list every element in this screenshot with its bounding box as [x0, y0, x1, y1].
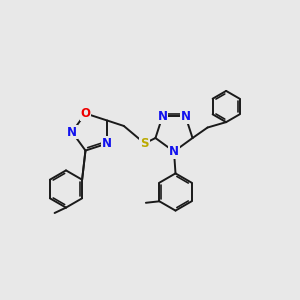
Text: S: S — [140, 137, 149, 150]
Text: N: N — [67, 125, 77, 139]
Text: N: N — [158, 110, 167, 123]
Text: N: N — [169, 145, 179, 158]
Text: N: N — [181, 110, 190, 123]
Text: N: N — [102, 137, 112, 150]
Text: O: O — [80, 107, 91, 120]
